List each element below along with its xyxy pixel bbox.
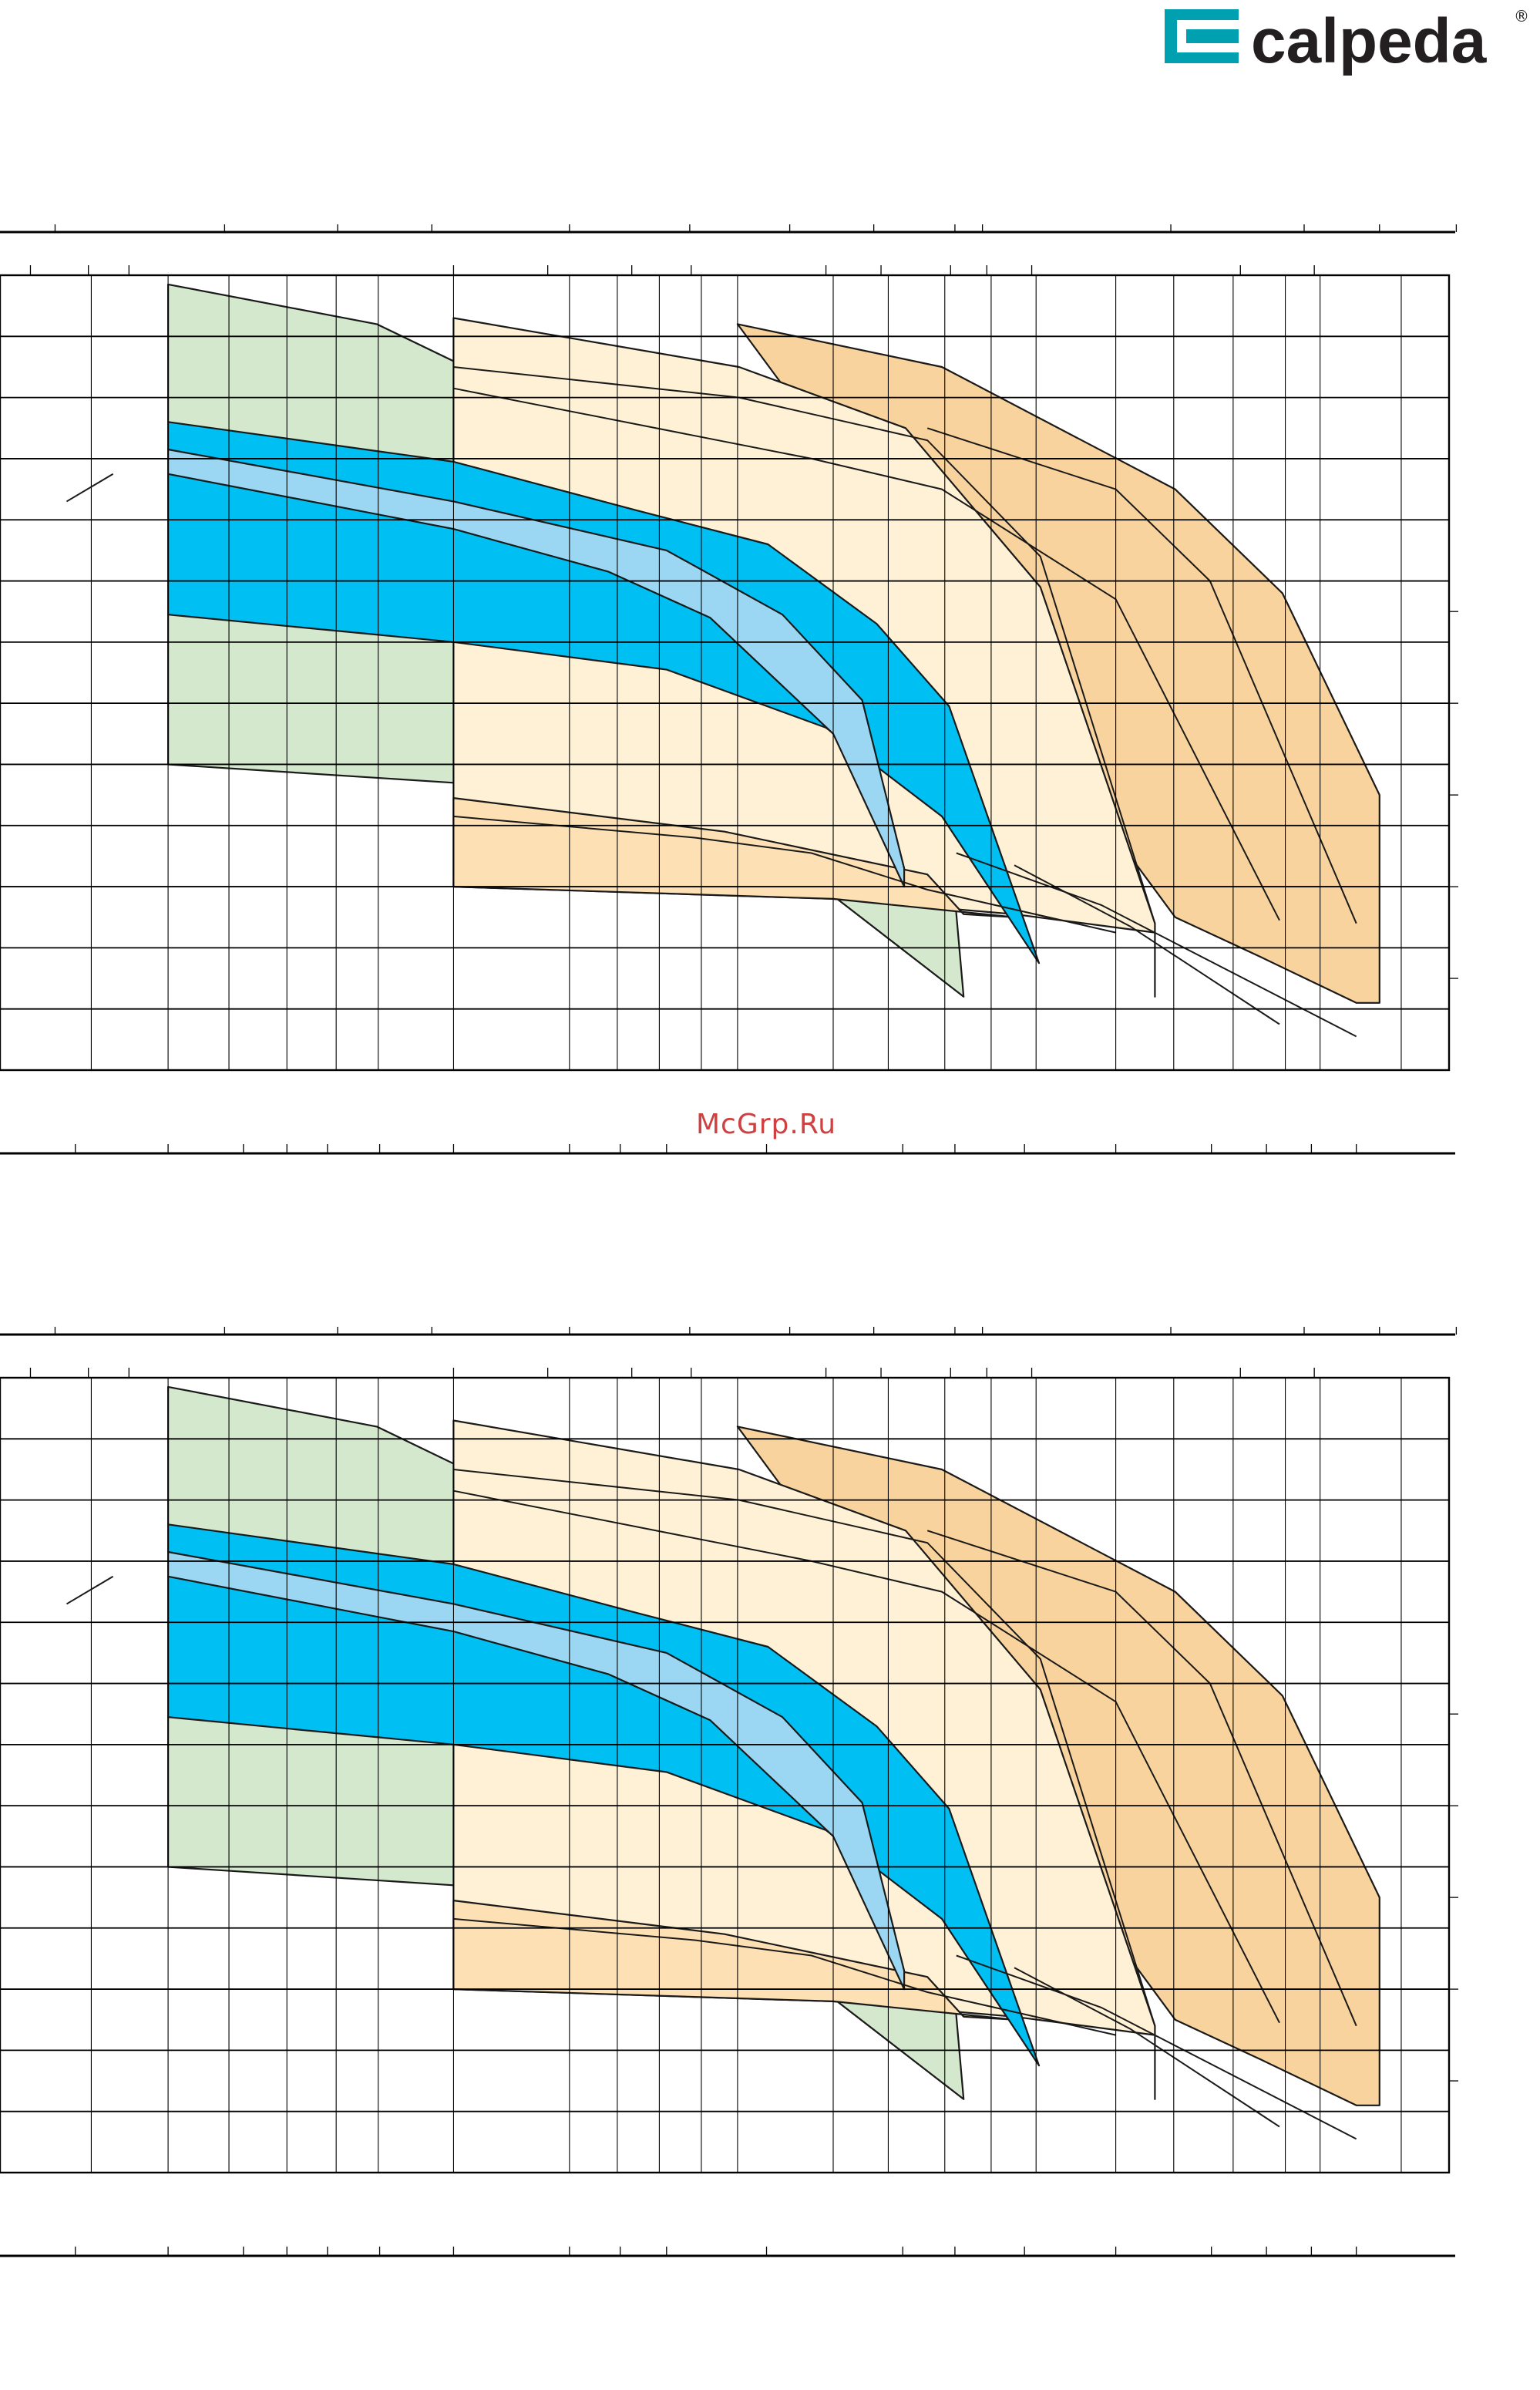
performance-curve [1014, 1967, 1280, 2128]
performance-curve [453, 1469, 1156, 2026]
band-peach [452, 1899, 1016, 2021]
calpeda-logo-mark [1165, 9, 1239, 63]
performance-chart-2 [0, 1327, 1458, 2257]
plot-frame [0, 274, 1451, 1072]
performance-curve [1014, 864, 1280, 1025]
performance-curve [453, 1490, 1280, 2024]
calpeda-logo-text: calpeda [1251, 6, 1488, 76]
performance-curve [453, 1917, 1116, 2036]
performance-curve [453, 366, 1156, 924]
registered-mark: ® [1514, 7, 1529, 25]
performance-curve [956, 852, 1357, 1038]
band-peach [452, 796, 1016, 918]
performance-curve [956, 1954, 1357, 2140]
performance-curve [453, 815, 1116, 934]
watermark: McGrp.Ru [696, 1109, 837, 1140]
plot-frame [0, 1376, 1451, 2174]
leader-line [66, 1575, 114, 1605]
leader-line [66, 473, 114, 503]
calpeda-logo: calpeda ® [1165, 6, 1529, 76]
performance-curve [453, 387, 1280, 921]
performance-chart-1 [0, 224, 1458, 1155]
